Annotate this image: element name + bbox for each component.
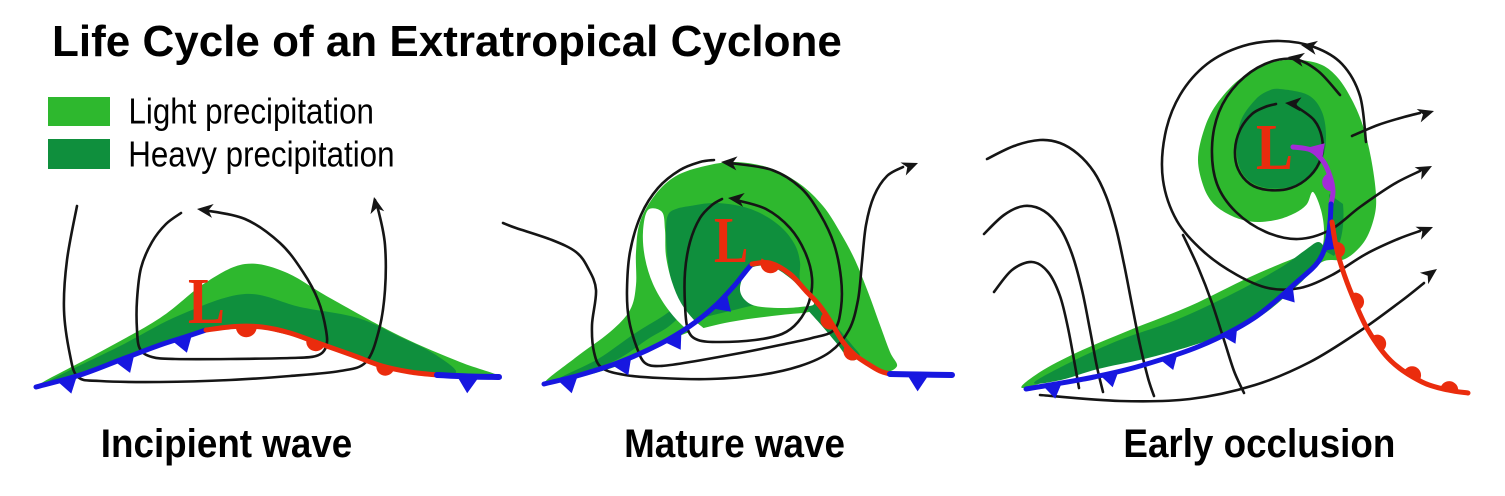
svg-text:Heavy precipitation: Heavy precipitation xyxy=(128,134,394,175)
svg-text:Mature wave: Mature wave xyxy=(624,422,845,467)
svg-text:Life Cycle of an Extratropical: Life Cycle of an Extratropical Cyclone xyxy=(52,17,842,66)
svg-text:Early occlusion: Early occlusion xyxy=(1123,422,1395,467)
svg-text:L: L xyxy=(714,203,748,277)
svg-text:L: L xyxy=(1256,112,1293,185)
svg-text:Light precipitation: Light precipitation xyxy=(129,92,374,133)
svg-text:L: L xyxy=(188,266,225,339)
svg-text:Incipient wave: Incipient wave xyxy=(101,422,352,467)
